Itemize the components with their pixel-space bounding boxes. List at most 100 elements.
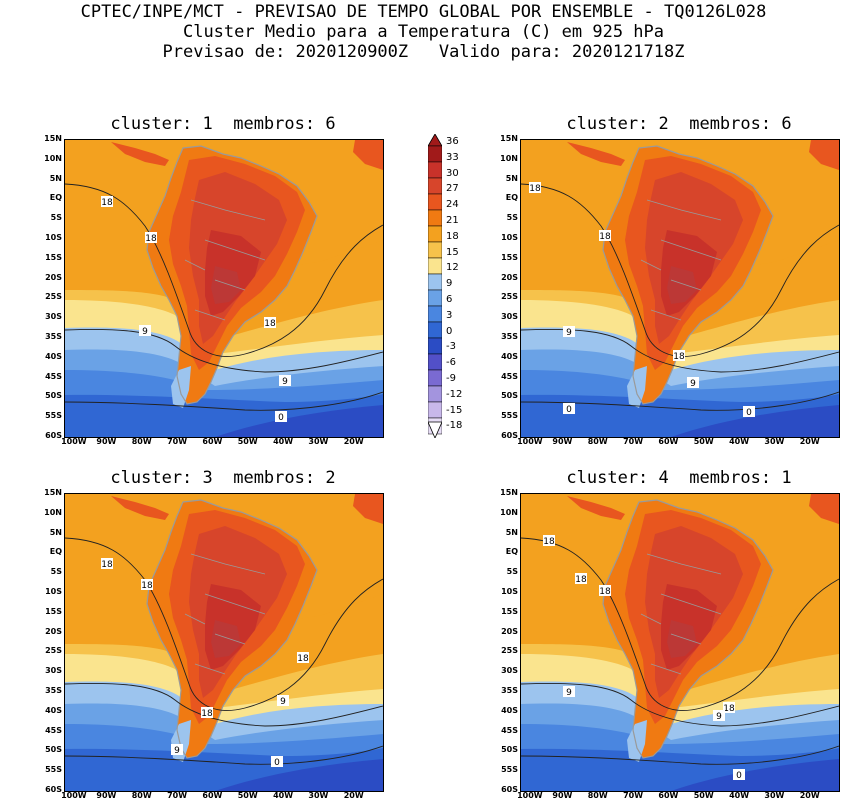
colorbar-swatch: [428, 289, 442, 307]
lat-tick-label: 30S: [45, 666, 62, 676]
map-panel-cluster-1: 18 18 18 9 9 0: [64, 139, 384, 438]
lat-tick-label: 60S: [45, 431, 62, 440]
colorbar-label: 15: [446, 246, 459, 258]
svg-text:9: 9: [566, 328, 572, 338]
lat-tick-label: 15N: [500, 134, 518, 143]
svg-text:9: 9: [716, 712, 722, 722]
contour-label: 9: [563, 686, 575, 698]
lat-tick-label: 5S: [50, 567, 62, 577]
svg-text:0: 0: [274, 758, 280, 768]
map-panel-cluster-2: 18 18 18 9 9 0 0: [520, 139, 840, 438]
svg-text:18: 18: [599, 587, 611, 597]
lon-tick-label: 100W: [517, 791, 543, 800]
contour-label: 9: [687, 377, 699, 389]
contour-label: 9: [277, 695, 289, 707]
lat-tick-label: 25S: [501, 646, 518, 656]
lat-tick-label: 15N: [44, 134, 62, 143]
contour-label: 18: [543, 535, 555, 547]
colorbar-swatch: [428, 321, 442, 339]
lon-tick-label: 40W: [273, 791, 294, 800]
svg-text:9: 9: [282, 377, 288, 387]
lon-tick-label: 50W: [237, 437, 258, 446]
panel-4-title: cluster: 4 membros: 1: [566, 468, 792, 488]
lat-tick-label: 40S: [501, 705, 518, 715]
lat-tick-label: 35S: [501, 686, 518, 695]
lon-tick-label: 100W: [517, 437, 543, 446]
lon-tick-label: 90W: [96, 791, 117, 800]
figure-title-line1: CPTEC/INPE/MCT - PREVISAO DE TEMPO GLOBA…: [80, 2, 767, 22]
lat-tick-label: 35S: [45, 686, 62, 695]
lon-tick-label: 60W: [658, 437, 679, 446]
lon-tick-label: 30W: [308, 437, 329, 446]
colorbar-label: -18: [446, 420, 463, 432]
lat-tick-label: 5N: [49, 173, 62, 183]
svg-text:18: 18: [723, 704, 735, 714]
svg-text:0: 0: [278, 413, 284, 423]
temperature-field: 18 18 18 9 9 0 0: [521, 140, 839, 437]
svg-text:18: 18: [575, 575, 587, 585]
svg-text:9: 9: [142, 327, 148, 337]
lon-tick-label: 100W: [61, 437, 87, 446]
lat-tick-label: 45S: [501, 371, 518, 381]
colorbar-swatch: [428, 401, 442, 419]
contour-label: 18: [575, 573, 587, 585]
lon-tick-label: 90W: [552, 437, 573, 446]
lon-tick-label: 60W: [658, 791, 679, 800]
lat-tick-label: 25S: [45, 292, 62, 302]
lat-tick-label: 60S: [501, 431, 518, 440]
lat-tick-label: 30S: [501, 312, 518, 322]
contour-label: 0: [275, 411, 287, 423]
contour-label: 9: [279, 375, 291, 387]
lat-tick-label: 50S: [45, 391, 62, 401]
colorbar: [428, 134, 442, 438]
temperature-field: 18 18 18 18 9 9 0: [65, 494, 383, 791]
contour-label: 18: [529, 182, 541, 194]
lat-tick-label: 10N: [44, 153, 62, 163]
contour-label: 18: [141, 579, 153, 591]
lat-tick-label: 20S: [45, 272, 62, 282]
lon-tick-label: 30W: [764, 791, 785, 800]
svg-text:18: 18: [141, 581, 153, 591]
svg-text:9: 9: [174, 746, 180, 756]
lon-tick-label: 70W: [167, 437, 188, 446]
lon-tick-label: 80W: [587, 791, 608, 800]
colorbar-label: 0: [446, 325, 453, 337]
temperature-field: 18 18 18 9 9 0: [65, 140, 383, 437]
lon-tick-label: 40W: [729, 791, 750, 800]
lon-tick-label: 20W: [799, 437, 820, 446]
colorbar-swatch: [428, 257, 442, 275]
lat-tick-label: 35S: [45, 332, 62, 341]
colorbar-label: 21: [446, 215, 459, 226]
lat-tick-label: 10N: [500, 153, 518, 163]
contour-label: 9: [563, 326, 575, 338]
lat-tick-label: 5N: [505, 527, 518, 537]
lat-tick-label: 45S: [501, 725, 518, 735]
colorbar-swatch: [428, 145, 442, 163]
panel-2-title: cluster: 2 membros: 6: [566, 114, 792, 134]
panel-3-title: cluster: 3 membros: 2: [110, 468, 336, 488]
svg-text:0: 0: [736, 771, 742, 781]
contour-label: 18: [297, 652, 309, 664]
lat-tick-label: 20S: [45, 626, 62, 636]
colorbar-swatch: [428, 209, 442, 227]
contour-label: 0: [733, 769, 745, 781]
contour-label: 18: [723, 702, 735, 714]
lon-tick-label: 20W: [343, 437, 364, 446]
lat-tick-label: 35S: [501, 332, 518, 341]
lat-tick-label: 45S: [45, 725, 62, 735]
svg-text:18: 18: [264, 319, 276, 329]
lon-tick-label: 60W: [202, 437, 223, 446]
lon-tick-label: 90W: [96, 437, 117, 446]
contour-label: 18: [201, 707, 213, 719]
lat-tick-label: 5S: [506, 213, 518, 223]
contour-label: 18: [673, 350, 685, 362]
lon-tick-label: 30W: [308, 791, 329, 800]
svg-text:18: 18: [101, 560, 113, 570]
colorbar-swatch: [428, 225, 442, 243]
svg-text:18: 18: [145, 234, 157, 244]
colorbar-label: 30: [446, 167, 459, 179]
lon-tick-label: 70W: [623, 437, 644, 446]
colorbar-label: 27: [446, 183, 459, 195]
lon-tick-label: 80W: [131, 791, 152, 800]
colorbar-swatch: [428, 177, 442, 195]
